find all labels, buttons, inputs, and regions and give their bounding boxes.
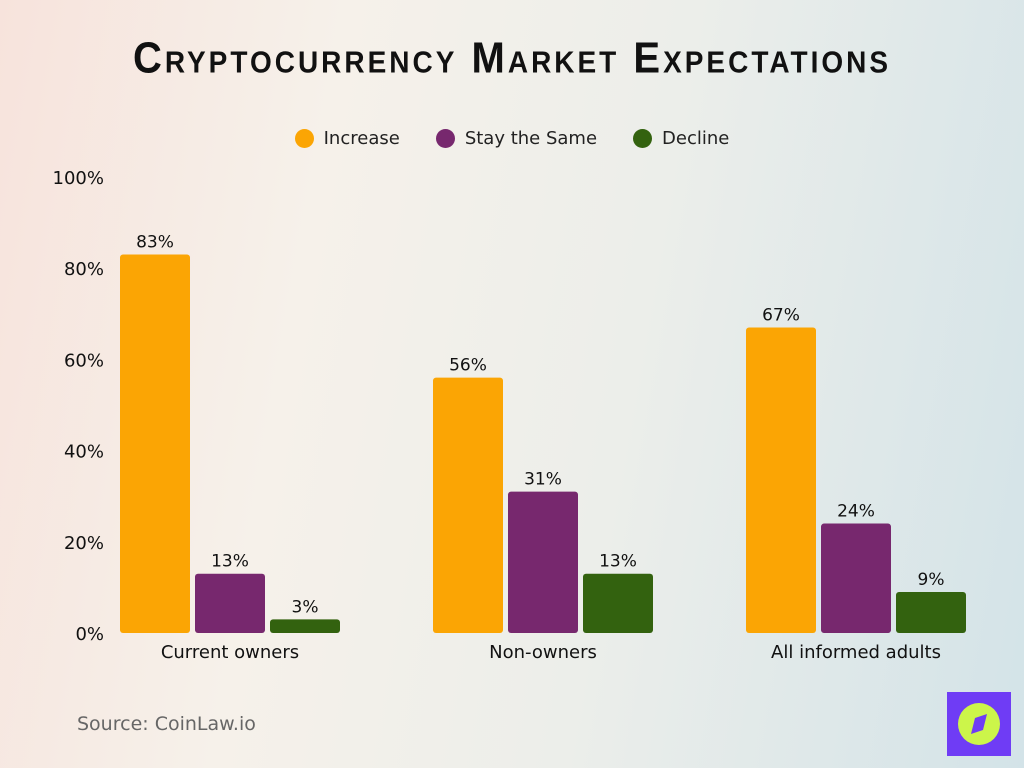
bar xyxy=(896,591,966,633)
data-label: 3% xyxy=(292,597,319,617)
bar xyxy=(821,523,891,633)
y-tick-label: 100% xyxy=(53,168,104,189)
bar xyxy=(120,254,190,633)
legend-item: Increase xyxy=(294,128,400,149)
data-label: 56% xyxy=(449,356,487,376)
bar xyxy=(508,491,578,633)
data-label: 67% xyxy=(762,305,800,325)
bar xyxy=(583,573,653,633)
y-tick-label: 60% xyxy=(64,350,104,371)
x-tick-label: Non-owners xyxy=(489,642,597,663)
data-label: 9% xyxy=(918,570,945,590)
legend-item: Decline xyxy=(633,128,729,149)
data-label: 13% xyxy=(599,552,637,572)
bar xyxy=(433,377,503,633)
data-label: 31% xyxy=(524,470,562,490)
data-label: 13% xyxy=(211,552,249,572)
y-tick-label: 80% xyxy=(64,259,104,280)
bar xyxy=(270,619,340,633)
legend-swatch xyxy=(294,129,314,148)
data-label: 24% xyxy=(837,502,875,522)
x-tick-label: All informed adults xyxy=(771,642,941,663)
bar xyxy=(746,327,816,633)
legend: Increase Stay the Same Decline xyxy=(0,128,1024,149)
x-tick-label: Current owners xyxy=(161,642,299,663)
y-tick-label: 20% xyxy=(64,533,104,554)
bar xyxy=(195,573,265,633)
legend-item: Stay the Same xyxy=(435,128,598,149)
legend-label: Increase xyxy=(323,128,400,149)
y-tick-label: 0% xyxy=(75,624,104,645)
chart-title: Cryptocurrency Market Expectations xyxy=(132,33,892,83)
data-label: 83% xyxy=(136,233,174,253)
legend-swatch xyxy=(633,129,653,148)
source-note: Source: CoinLaw.io xyxy=(77,713,256,735)
legend-swatch xyxy=(435,129,455,148)
legend-label: Stay the Same xyxy=(464,128,598,149)
y-tick-label: 40% xyxy=(64,442,104,463)
legend-label: Decline xyxy=(662,128,730,149)
logo xyxy=(947,692,1011,756)
compass-icon xyxy=(958,703,1000,745)
